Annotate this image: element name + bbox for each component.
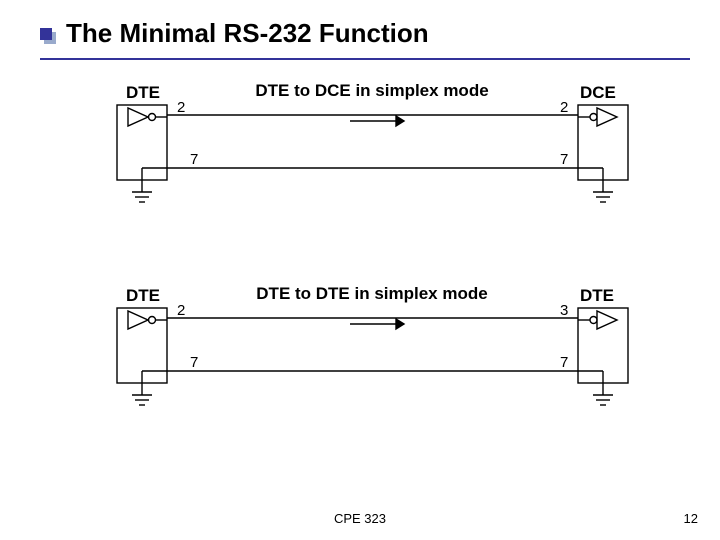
d2-label-center: DTE to DTE in simplex mode bbox=[256, 284, 487, 303]
d2-left-ground bbox=[132, 371, 152, 405]
d2-pin-lt: 2 bbox=[177, 302, 185, 319]
d1-label-center: DTE to DCE in simplex mode bbox=[255, 81, 488, 100]
d2-pin-rt: 3 bbox=[560, 302, 568, 319]
d2-label-right: DTE bbox=[580, 286, 614, 305]
d2-pin-lb: 7 bbox=[190, 354, 198, 371]
d1-pin-lb: 7 bbox=[190, 151, 198, 168]
d1-pin-rb: 7 bbox=[560, 151, 568, 168]
d1-pin-lt: 2 bbox=[177, 99, 185, 116]
d2-label-left: DTE bbox=[126, 286, 160, 305]
d1-left-driver bbox=[128, 108, 167, 126]
d2-pin-rb: 7 bbox=[560, 354, 568, 371]
d1-label-right: DCE bbox=[580, 83, 616, 102]
d1-right-ground bbox=[593, 168, 613, 202]
d1-pin-rt: 2 bbox=[560, 99, 568, 116]
rs232-diagram: DTE DCE DTE to DCE in simplex mode bbox=[0, 0, 720, 540]
footer-page: 12 bbox=[684, 511, 698, 526]
d1-right-receiver bbox=[578, 108, 617, 126]
d2-right-ground bbox=[593, 371, 613, 405]
d1-left-ground bbox=[132, 168, 152, 202]
footer-center: CPE 323 bbox=[0, 511, 720, 526]
d2-right-receiver bbox=[578, 311, 617, 329]
d1-label-left: DTE bbox=[126, 83, 160, 102]
d1-arrow bbox=[350, 116, 404, 126]
d2-arrow bbox=[350, 319, 404, 329]
d2-left-driver bbox=[128, 311, 167, 329]
